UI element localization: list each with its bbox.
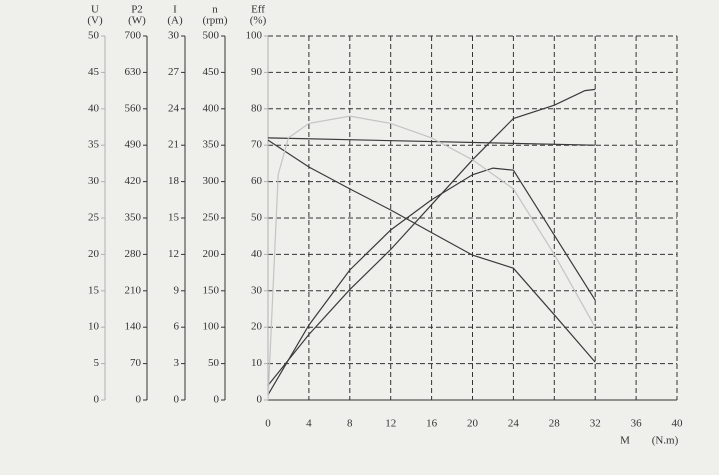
y-tick-label: 18: [168, 175, 180, 187]
y-tick-label: 12: [168, 248, 179, 260]
y-tick-label: 10: [88, 321, 100, 333]
y-tick-label: 20: [88, 248, 100, 260]
y-tick-label: 24: [168, 102, 180, 114]
y-tick-label: 700: [125, 30, 142, 42]
y-tick-label: 300: [203, 175, 220, 187]
y-tick-label: 30: [168, 30, 180, 42]
curve: [267, 115, 596, 401]
y-tick-label: 630: [125, 66, 142, 78]
y-tick-label: 200: [203, 248, 220, 260]
axis-name: I: [173, 4, 177, 16]
y-tick-label: 50: [251, 212, 263, 224]
y-tick-label: 0: [174, 394, 180, 406]
y-tick-label: 0: [214, 394, 220, 406]
y-tick-label: 50: [88, 30, 100, 42]
y-tick-label: 45: [88, 66, 100, 78]
curve: [267, 167, 596, 396]
y-tick-label: 15: [88, 284, 100, 296]
y-tick-label: 350: [125, 212, 142, 224]
x-tick-label: 36: [631, 418, 643, 430]
x-tick-label: 32: [590, 418, 601, 430]
y-tick-label: 90: [251, 66, 263, 78]
y-tick-label: 500: [203, 30, 220, 42]
x-tick-label: 4: [306, 418, 312, 430]
y-tick-label: 210: [125, 284, 142, 296]
x-tick-label: 12: [385, 418, 396, 430]
y-tick-label: 35: [88, 139, 100, 151]
axis-unit: (%): [250, 15, 267, 27]
axis-name: P2: [131, 4, 143, 16]
y-tick-label: 70: [251, 139, 263, 151]
y-tick-label: 70: [130, 357, 142, 369]
y-tick-label: 350: [203, 139, 220, 151]
x-axis-label: M: [620, 435, 630, 447]
y-tick-label: 490: [125, 139, 142, 151]
y-tick-label: 30: [88, 175, 100, 187]
y-tick-label: 280: [125, 248, 142, 260]
y-tick-label: 0: [136, 394, 142, 406]
y-tick-label: 420: [125, 175, 142, 187]
y-tick-label: 30: [251, 284, 263, 296]
axis-unit: (W): [128, 15, 146, 27]
curve: [267, 137, 596, 146]
axis-name: Eff: [251, 4, 265, 16]
axis-unit: (A): [167, 15, 183, 27]
y-tick-label: 20: [251, 321, 263, 333]
x-tick-label: 24: [508, 418, 520, 430]
x-tick-label: 28: [549, 418, 561, 430]
curve: [267, 88, 596, 386]
y-tick-label: 0: [257, 394, 263, 406]
x-tick-label: 40: [672, 418, 684, 430]
y-tick-label: 100: [246, 30, 263, 42]
axis-unit: (rpm): [202, 15, 227, 27]
y-tick-label: 140: [125, 321, 142, 333]
axis-name: n: [212, 4, 218, 16]
y-tick-label: 40: [251, 248, 263, 260]
y-tick-label: 10: [251, 357, 263, 369]
y-tick-label: 25: [88, 212, 100, 224]
y-tick-label: 80: [251, 102, 263, 114]
y-tick-label: 21: [168, 139, 179, 151]
x-tick-label: 0: [265, 418, 271, 430]
x-tick-label: 8: [347, 418, 353, 430]
y-tick-label: 9: [174, 284, 180, 296]
y-tick-label: 150: [203, 284, 220, 296]
x-tick-label: 16: [426, 418, 438, 430]
y-tick-label: 3: [174, 357, 180, 369]
y-tick-label: 0: [94, 394, 100, 406]
y-tick-label: 60: [251, 175, 263, 187]
y-tick-label: 6: [174, 321, 180, 333]
y-tick-label: 400: [203, 102, 220, 114]
x-axis-unit: (N.m): [652, 435, 679, 447]
y-tick-label: 100: [203, 321, 220, 333]
axis-name: U: [91, 4, 99, 16]
curve: [267, 139, 596, 363]
y-tick-label: 560: [125, 102, 142, 114]
y-tick-label: 50: [208, 357, 220, 369]
y-tick-label: 27: [168, 66, 180, 78]
y-tick-label: 15: [168, 212, 180, 224]
y-tick-label: 5: [94, 357, 100, 369]
y-tick-label: 450: [203, 66, 220, 78]
x-tick-label: 20: [467, 418, 479, 430]
y-tick-label: 250: [203, 212, 220, 224]
axis-unit: (V): [87, 15, 103, 27]
y-tick-label: 40: [88, 102, 100, 114]
